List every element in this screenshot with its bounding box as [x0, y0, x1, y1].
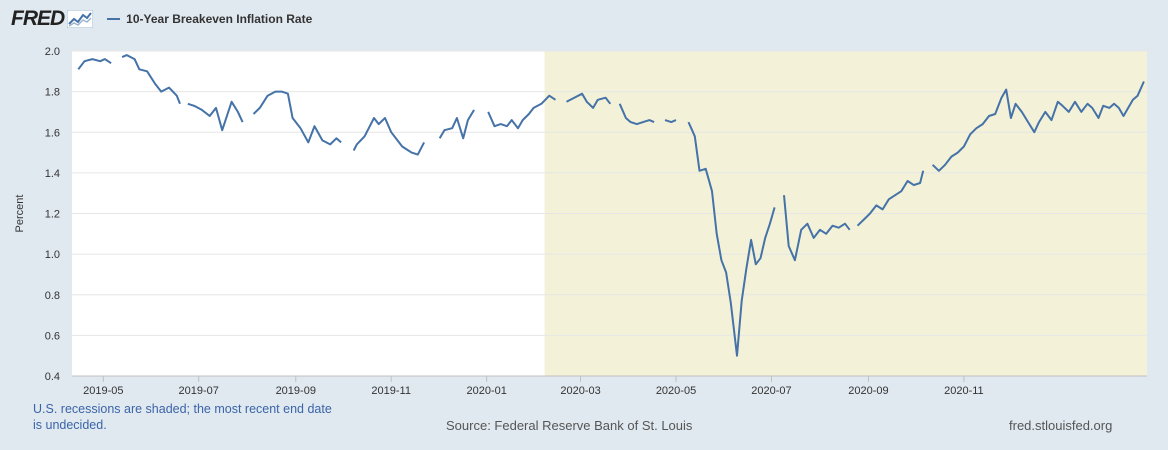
- legend-swatch: [107, 18, 121, 20]
- x-tick-label: 2020-05: [656, 385, 696, 397]
- y-tick-label: 1.2: [45, 209, 60, 221]
- x-tick-label: 2020-09: [848, 385, 888, 397]
- source-text: Source: Federal Reserve Bank of St. Loui…: [446, 418, 693, 433]
- x-tick-label: 2020-03: [560, 385, 600, 397]
- y-tick-label: 0.6: [45, 330, 60, 342]
- site-link[interactable]: fred.stlouisfed.org: [1009, 418, 1113, 433]
- x-tick-label: 2019-05: [83, 385, 123, 397]
- x-tick-label: 2019-07: [179, 385, 219, 397]
- x-tick-label: 2019-11: [371, 385, 411, 397]
- x-tick-label: 2020-07: [751, 385, 791, 397]
- recession-note: U.S. recessions are shaded; the most rec…: [33, 402, 332, 432]
- legend-label[interactable]: 10-Year Breakeven Inflation Rate: [126, 12, 313, 26]
- x-tick-label: 2020-11: [944, 385, 984, 397]
- y-tick-label: 0.4: [45, 371, 60, 383]
- y-axis-label: Percent: [14, 195, 26, 233]
- fred-chart-icon: [67, 10, 94, 28]
- logo-text: FRED: [11, 7, 65, 30]
- chart-header: FRED 10-Year Breakeven Inflation Rate: [11, 6, 312, 32]
- series-line: [77, 54, 1145, 357]
- y-tick-label: 0.8: [45, 290, 60, 302]
- x-tick-label: 2019-09: [276, 385, 316, 397]
- fred-logo[interactable]: FRED: [11, 7, 94, 31]
- x-tick-label: 2020-01: [466, 385, 506, 397]
- y-tick-label: 1.6: [45, 127, 60, 139]
- y-tick-label: 1.4: [45, 168, 60, 180]
- y-tick-label: 1.8: [45, 87, 60, 99]
- y-tick-label: 2.0: [45, 46, 60, 58]
- legend: 10-Year Breakeven Inflation Rate: [107, 12, 312, 26]
- y-tick-label: 1.0: [45, 249, 60, 261]
